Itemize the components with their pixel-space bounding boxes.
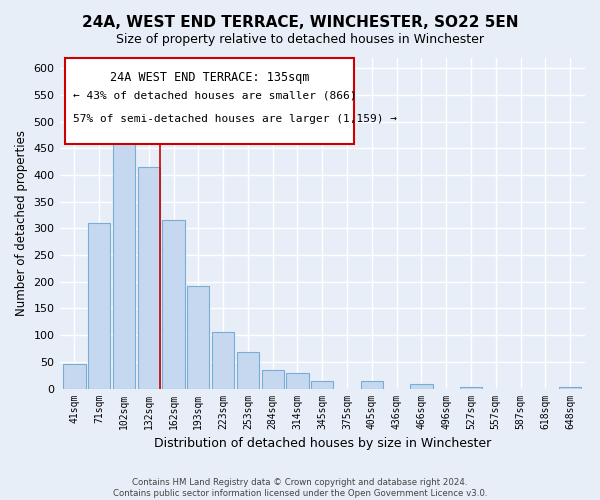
Bar — [262, 370, 284, 388]
Bar — [137, 167, 160, 388]
X-axis label: Distribution of detached houses by size in Winchester: Distribution of detached houses by size … — [154, 437, 491, 450]
Bar — [212, 332, 234, 388]
Bar — [163, 220, 185, 388]
Text: 24A, WEST END TERRACE, WINCHESTER, SO22 5EN: 24A, WEST END TERRACE, WINCHESTER, SO22 … — [82, 15, 518, 30]
Text: 24A WEST END TERRACE: 135sqm: 24A WEST END TERRACE: 135sqm — [110, 70, 309, 84]
Bar — [361, 381, 383, 388]
Text: Size of property relative to detached houses in Winchester: Size of property relative to detached ho… — [116, 32, 484, 46]
Bar — [311, 381, 334, 388]
FancyBboxPatch shape — [65, 58, 354, 144]
Bar — [187, 286, 209, 388]
Text: ← 43% of detached houses are smaller (866): ← 43% of detached houses are smaller (86… — [73, 90, 356, 101]
Text: Contains HM Land Registry data © Crown copyright and database right 2024.
Contai: Contains HM Land Registry data © Crown c… — [113, 478, 487, 498]
Bar — [410, 384, 433, 388]
Bar — [237, 352, 259, 389]
Bar — [63, 364, 86, 388]
Bar — [113, 132, 135, 388]
Bar — [286, 372, 308, 388]
Text: 57% of semi-detached houses are larger (1,159) →: 57% of semi-detached houses are larger (… — [73, 114, 397, 124]
Bar — [88, 223, 110, 388]
Y-axis label: Number of detached properties: Number of detached properties — [15, 130, 28, 316]
